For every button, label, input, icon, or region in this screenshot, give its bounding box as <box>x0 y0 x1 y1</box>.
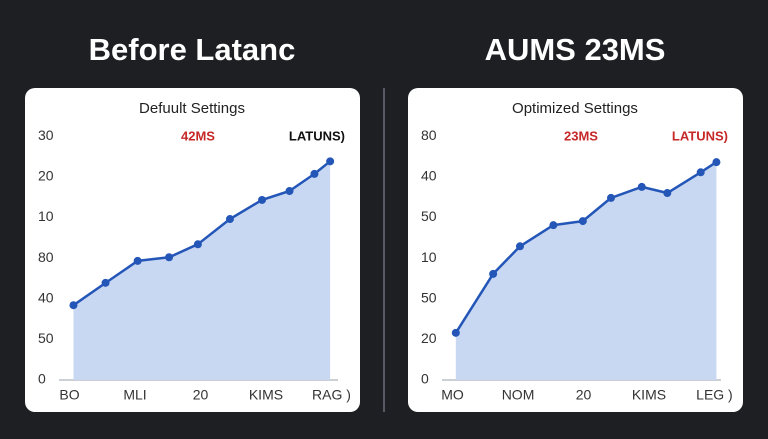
y-tick-label: 80 <box>38 249 54 265</box>
point <box>165 253 174 262</box>
point <box>69 301 78 310</box>
x-tick-label: KIMS <box>249 387 283 403</box>
y-tick-label: 20 <box>38 167 54 183</box>
point <box>549 221 558 230</box>
y-tick-label: 80 <box>421 127 437 143</box>
y-tick-label: 40 <box>421 167 437 183</box>
chart-subtitle: Defuult Settings <box>139 100 245 117</box>
x-tick-label: BO <box>59 387 79 403</box>
y-tick-label: 20 <box>421 330 437 346</box>
point <box>712 158 721 167</box>
area <box>455 162 717 380</box>
y-tick-label: 50 <box>421 289 437 305</box>
point <box>451 328 460 337</box>
y-tick-label: 50 <box>38 330 54 346</box>
point <box>578 217 587 226</box>
point <box>101 278 110 287</box>
annotation: LATUNS) <box>289 128 345 143</box>
y-tick-label: 50 <box>421 208 437 224</box>
point <box>225 215 234 224</box>
x-tick-label: RAG ) <box>312 387 351 403</box>
point <box>193 240 202 249</box>
y-tick-label: 0 <box>421 371 429 387</box>
line <box>454 161 718 334</box>
y-tick-label: 30 <box>38 127 54 143</box>
point <box>285 187 294 195</box>
y-tick-label: 10 <box>38 208 54 224</box>
point <box>637 182 646 191</box>
x-tick-label: LEG ) <box>696 387 733 403</box>
annotation: 42MS <box>181 128 215 143</box>
x-tick-label: 20 <box>193 387 209 403</box>
point <box>489 269 498 278</box>
chart-subtitle: Optimized Settings <box>512 100 638 117</box>
point <box>258 195 267 204</box>
x-tick-label: MLI <box>123 387 146 403</box>
y-tick-label: 40 <box>38 289 54 305</box>
y-tick-label: 10 <box>421 249 437 265</box>
x-tick-label: NOM <box>502 387 535 403</box>
line <box>72 160 331 307</box>
point <box>696 168 705 177</box>
chart-heading: Before Latanc <box>89 32 296 67</box>
x-tick-label: MO <box>441 387 464 403</box>
point <box>133 256 142 265</box>
annotation: LATUNS) <box>672 128 728 143</box>
point <box>515 242 524 251</box>
point <box>663 189 672 198</box>
annotation: 23MS <box>564 128 598 143</box>
point <box>607 193 615 202</box>
x-tick-label: KIMS <box>632 387 666 403</box>
y-tick-label: 0 <box>38 371 46 387</box>
chart-heading: AUMS 23MS <box>485 32 666 67</box>
area <box>73 161 331 380</box>
x-tick-label: 20 <box>576 387 592 403</box>
point <box>310 169 319 178</box>
point <box>326 157 335 166</box>
